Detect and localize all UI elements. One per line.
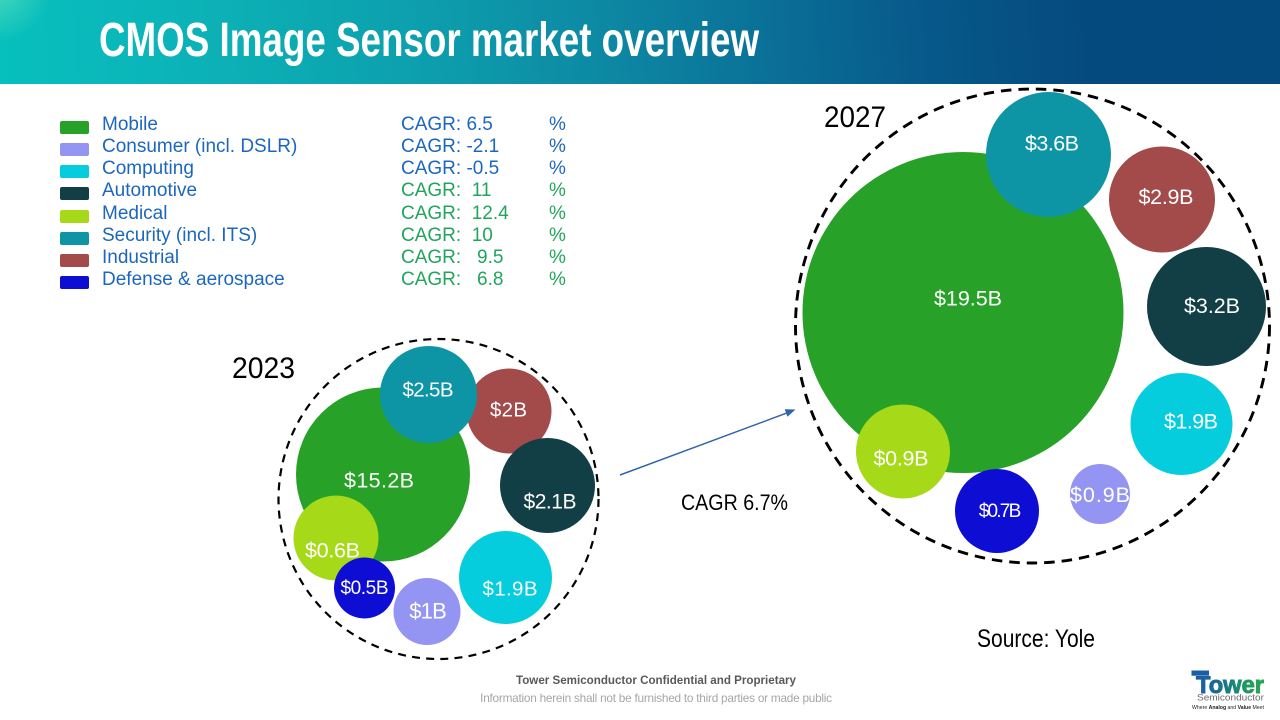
svg-text:$0.5B: $0.5B	[341, 578, 389, 599]
svg-text:$0.6B: $0.6B	[305, 539, 360, 563]
svg-text:$3.6B: $3.6B	[1025, 132, 1079, 156]
svg-text:$3.2B: $3.2B	[1184, 294, 1240, 318]
svg-text:$2B: $2B	[490, 399, 527, 422]
svg-text:Where Analog and Value Meet: Where Analog and Value Meet	[1192, 705, 1265, 711]
svg-text:$0.9B: $0.9B	[874, 447, 929, 471]
svg-text:$1B: $1B	[409, 599, 447, 624]
svg-text:Source: Yole: Source: Yole	[977, 625, 1095, 653]
svg-text:2027: 2027	[824, 101, 886, 134]
svg-text:$2.1B: $2.1B	[524, 491, 577, 514]
svg-text:$1.9B: $1.9B	[483, 578, 538, 601]
svg-text:$2.5B: $2.5B	[403, 379, 454, 402]
svg-text:Tower: Tower	[1196, 672, 1264, 699]
svg-text:$0.9B: $0.9B	[1070, 483, 1130, 507]
svg-text:$2.9B: $2.9B	[1139, 185, 1194, 209]
svg-text:$1.9B: $1.9B	[1164, 410, 1218, 434]
svg-text:$15.2B: $15.2B	[344, 469, 414, 493]
svg-text:Semiconductor: Semiconductor	[1197, 693, 1265, 704]
svg-text:2023: 2023	[232, 352, 295, 385]
svg-text:CAGR 6.7%: CAGR 6.7%	[681, 490, 788, 515]
svg-text:$19.5B: $19.5B	[934, 287, 1002, 311]
svg-text:$0.7B: $0.7B	[979, 501, 1022, 522]
